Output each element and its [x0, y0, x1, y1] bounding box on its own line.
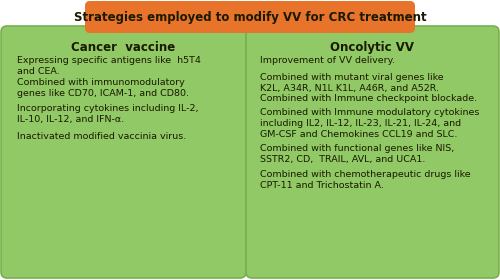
Text: Combined with mutant viral genes like
K2L, A34R, N1L K1L, A46R, and A52R.: Combined with mutant viral genes like K2…: [260, 73, 444, 93]
Text: Combined with chemotherapeutic drugs like
CPT-11 and Trichostatin A.: Combined with chemotherapeutic drugs lik…: [260, 170, 470, 190]
Text: Inactivated modified vaccinia virus.: Inactivated modified vaccinia virus.: [17, 132, 186, 141]
Text: Cancer  vaccine: Cancer vaccine: [71, 41, 175, 54]
Text: Strategies employed to modify VV for CRC treatment: Strategies employed to modify VV for CRC…: [74, 10, 426, 24]
Text: Oncolytic VV: Oncolytic VV: [330, 41, 414, 54]
FancyBboxPatch shape: [1, 26, 246, 278]
Text: Incorporating cytokines including IL-2,
IL-10, IL-12, and IFN-α.: Incorporating cytokines including IL-2, …: [17, 104, 198, 124]
Text: Combined with immunomodulatory
genes like CD70, ICAM-1, and CD80.: Combined with immunomodulatory genes lik…: [17, 78, 189, 98]
Text: Expressing specific antigens like  h5T4
and CEA.: Expressing specific antigens like h5T4 a…: [17, 56, 201, 76]
Text: Improvement of VV delivery.: Improvement of VV delivery.: [260, 56, 395, 65]
FancyBboxPatch shape: [246, 26, 499, 278]
Text: Combined with Immune modulatory cytokines
including IL2, IL-12, IL-23, IL-21, IL: Combined with Immune modulatory cytokine…: [260, 108, 480, 139]
FancyBboxPatch shape: [85, 1, 415, 33]
Text: Combined with functional genes like NIS,
SSTR2, CD,  TRAIL, AVL, and UCA1.: Combined with functional genes like NIS,…: [260, 144, 454, 164]
Text: Combined with Immune checkpoint blockade.: Combined with Immune checkpoint blockade…: [260, 94, 477, 103]
